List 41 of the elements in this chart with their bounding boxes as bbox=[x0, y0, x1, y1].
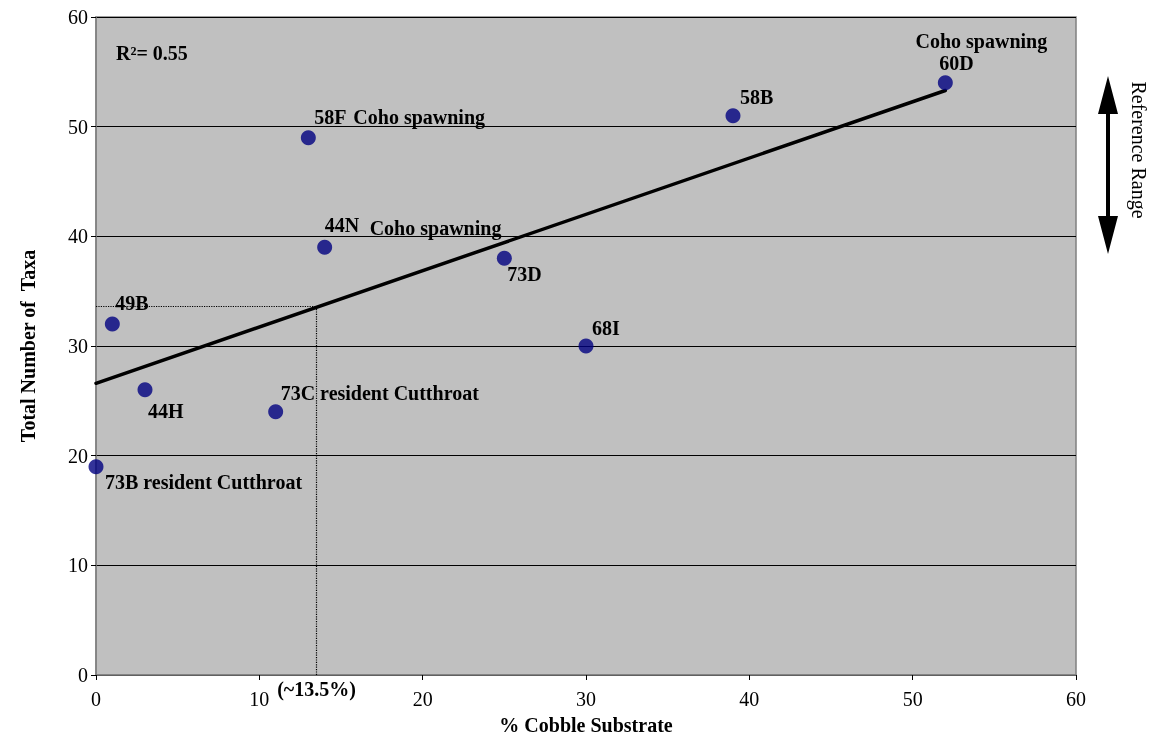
annotation: Coho spawning bbox=[915, 29, 1048, 53]
x-tick-label: 60 bbox=[1066, 688, 1086, 710]
x-tick-label: 50 bbox=[902, 688, 923, 710]
annotation: 49B bbox=[115, 292, 149, 315]
annotation: Coho spawning bbox=[369, 217, 502, 241]
y-tick-label: 50 bbox=[68, 115, 88, 138]
annotation: 73D bbox=[507, 263, 542, 286]
point bbox=[300, 130, 316, 146]
point bbox=[578, 338, 594, 354]
annotation: 44H bbox=[148, 399, 184, 422]
x-tick-label: 20 bbox=[412, 688, 433, 710]
annotation: 44N bbox=[324, 214, 360, 237]
annotation: 73B resident Cutthroat bbox=[105, 470, 303, 493]
y-tick-label: 10 bbox=[68, 554, 88, 577]
annotation: 68I bbox=[592, 317, 620, 339]
point bbox=[725, 108, 741, 124]
y-tick-label: 40 bbox=[68, 225, 88, 248]
y-tick-label: 60 bbox=[68, 6, 88, 28]
point bbox=[496, 250, 512, 266]
annotation: Coho spawning bbox=[353, 105, 486, 129]
y-tick-label: 0 bbox=[78, 664, 88, 686]
point bbox=[268, 404, 284, 420]
annotation: 58B bbox=[740, 85, 774, 108]
text: Reference Range bbox=[1127, 81, 1150, 219]
point bbox=[137, 382, 153, 398]
y-tick-label: 20 bbox=[68, 444, 88, 467]
point bbox=[88, 459, 104, 475]
x-tick-label: 10 bbox=[249, 688, 270, 710]
annotation: 58F bbox=[314, 105, 347, 128]
annotation: 73C resident Cutthroat bbox=[280, 381, 480, 404]
point bbox=[317, 239, 333, 255]
annotation: 60D bbox=[939, 51, 974, 74]
point bbox=[937, 75, 953, 91]
x-tick-label: 30 bbox=[576, 688, 596, 710]
x-tick-label: 40 bbox=[739, 688, 760, 710]
point bbox=[104, 316, 120, 332]
y-axis-title: Total Number of Taxa bbox=[17, 249, 39, 443]
x-axis-title: % Cobble Substrate bbox=[499, 714, 673, 736]
ref-line-label: (~13.5%) bbox=[277, 678, 356, 701]
y-tick-label: 30 bbox=[68, 335, 88, 357]
annotation: R²= 0.55 bbox=[116, 42, 188, 64]
